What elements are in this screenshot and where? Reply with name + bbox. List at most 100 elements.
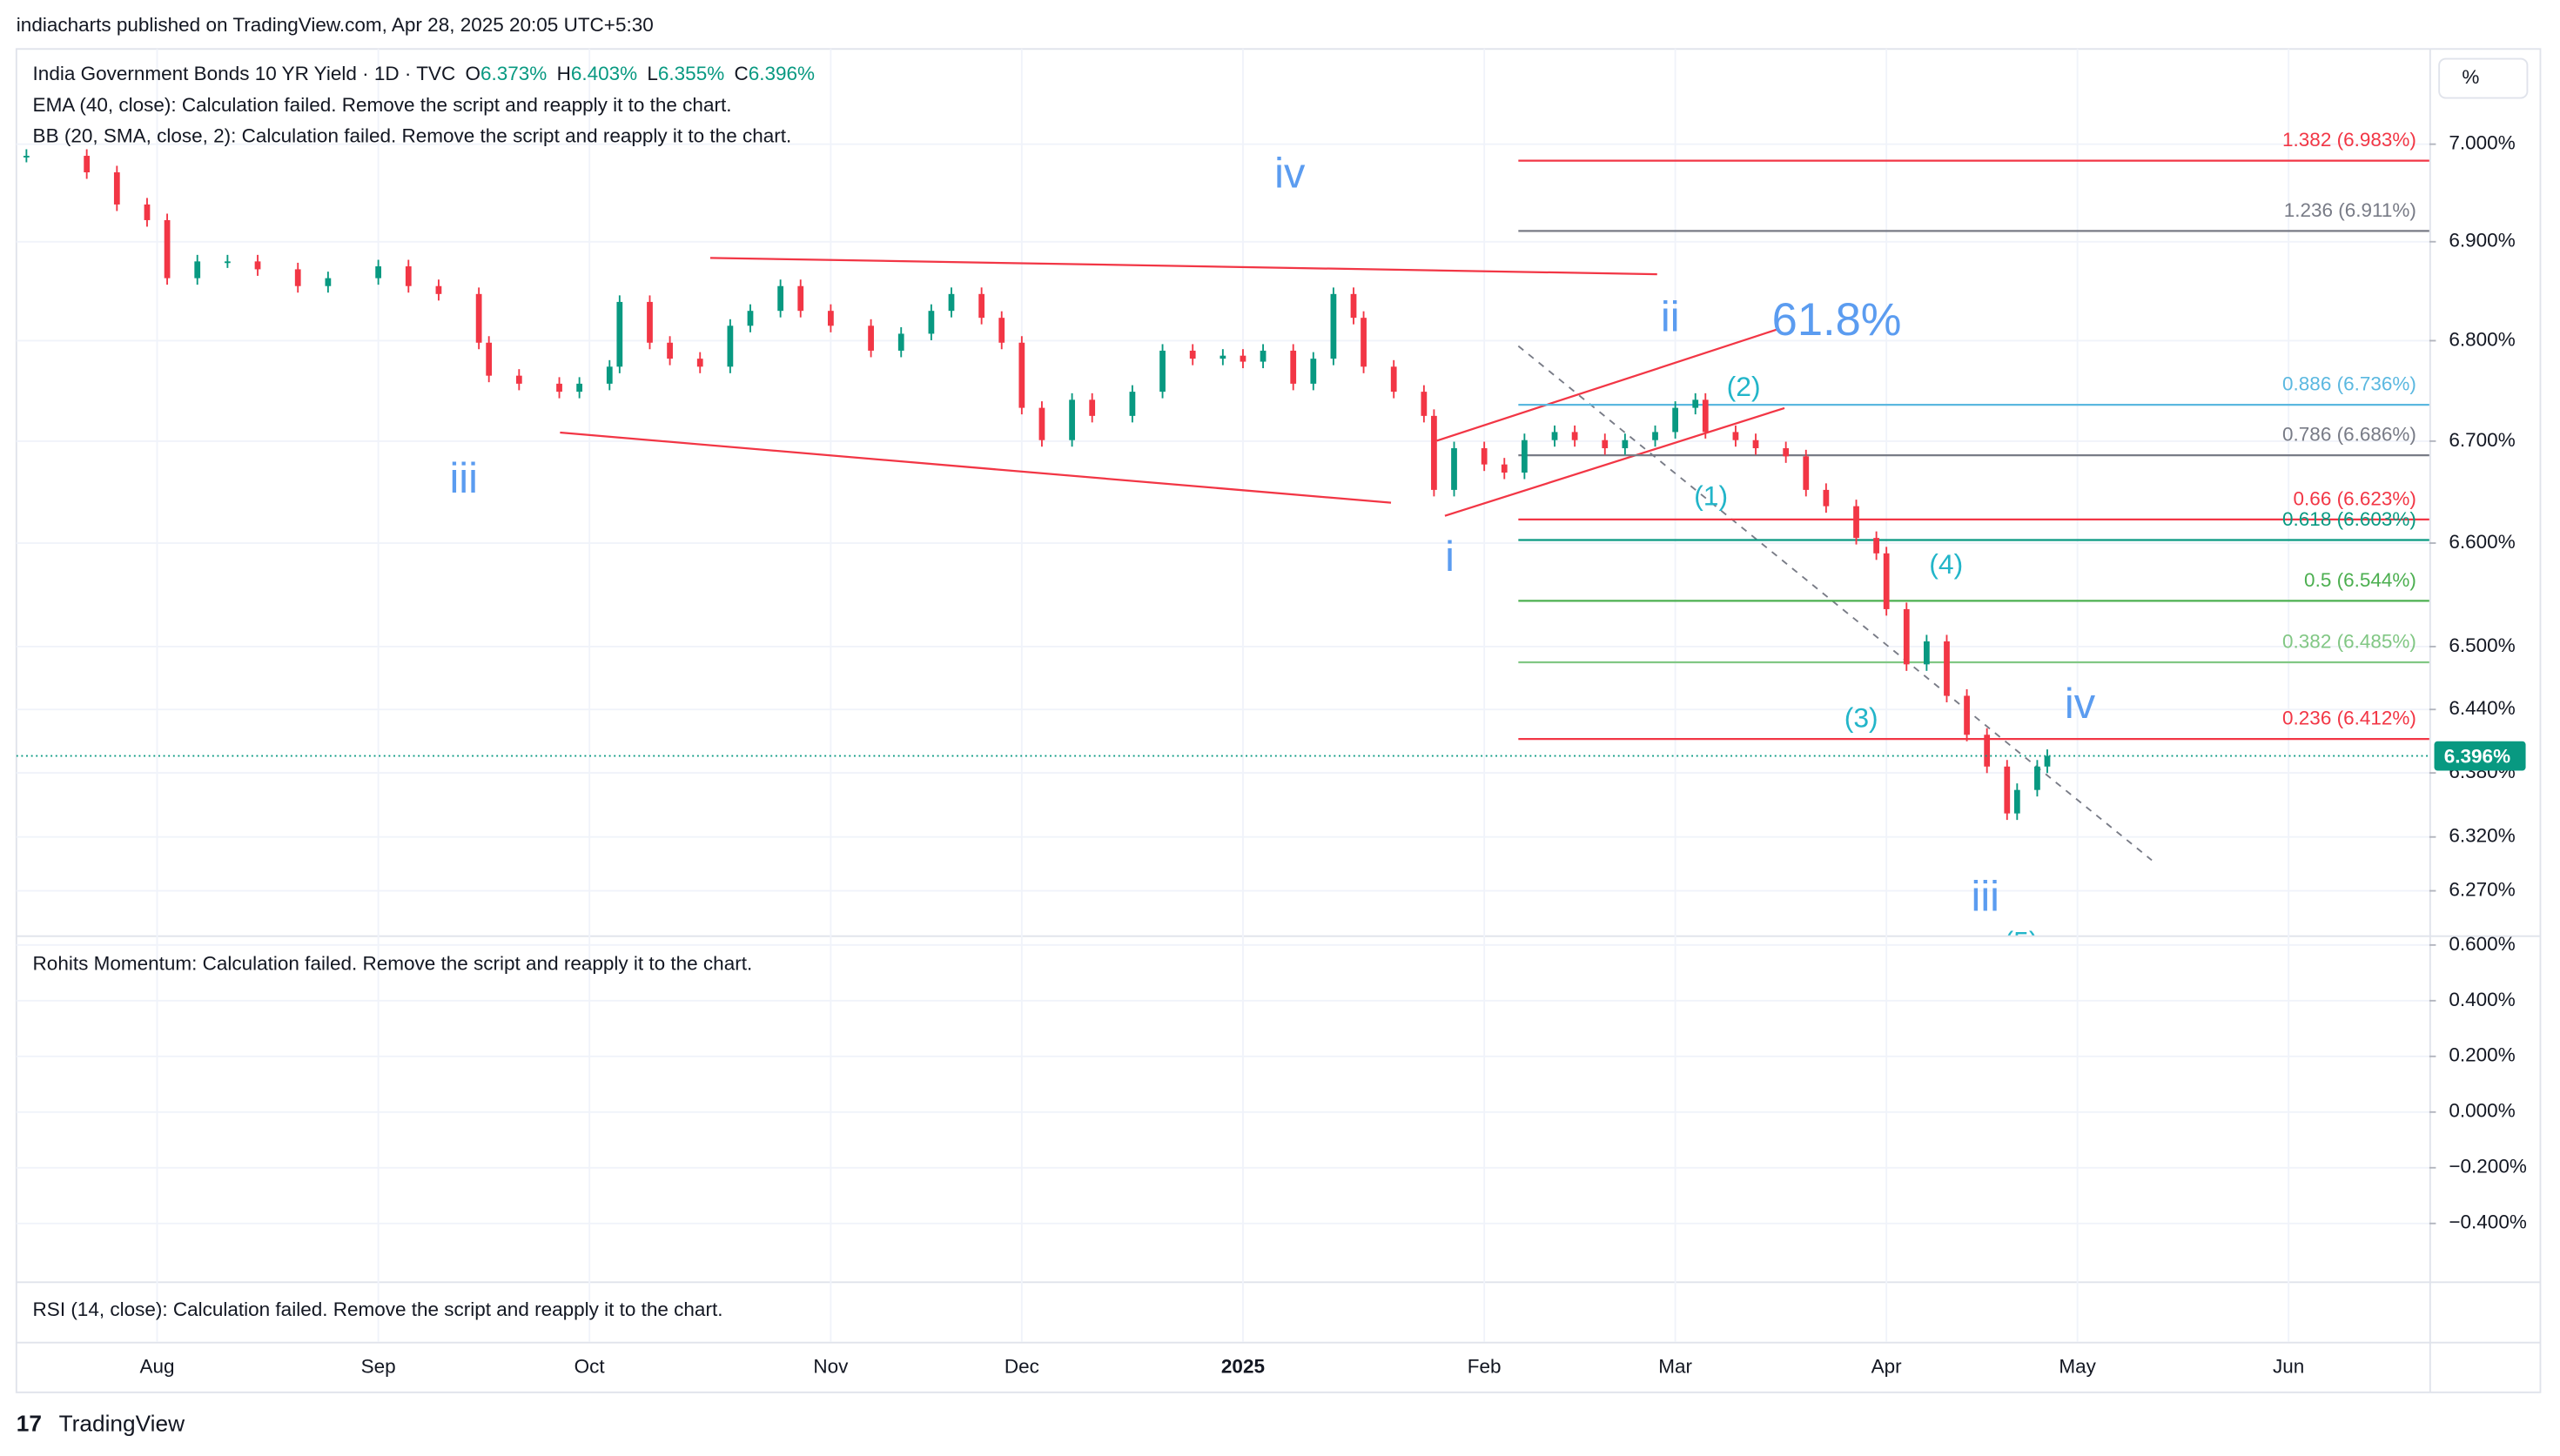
candle [1853,506,1859,539]
fib-label: 1.236 (6.911%) [2284,199,2416,221]
x-tick-label: Nov [813,1356,849,1378]
x-tick-label: Apr [1871,1356,1903,1378]
candle [1018,342,1025,408]
y-tick-label: −0.200% [2449,1156,2526,1178]
fib-label: 0.5 (6.544%) [2304,569,2416,591]
wave-label: iii [449,455,478,502]
ohlc-name: L [647,63,658,84]
candle [1964,695,1970,735]
retracement-label: 61.8% [1772,294,1902,346]
candle [727,325,734,367]
fib-label: 0.66 (6.623%) [2294,487,2416,509]
candle [1189,350,1196,359]
candle [515,375,522,384]
wave-label: (1) [1694,480,1728,511]
pane-title: Rohits Momentum: Calculation failed. Rem… [33,952,753,974]
x-tick-label: 2025 [1221,1356,1265,1378]
wave-label: (4) [1929,548,1963,580]
ohlc-value: 6.355% [658,63,724,84]
ohlc-value: 6.373% [480,63,547,84]
last-price-label: 6.396% [2444,745,2510,767]
trendline [560,431,1392,504]
x-tick-label: May [2059,1356,2096,1378]
y-tick-label: 6.800% [2449,328,2515,350]
unit-button[interactable] [2438,57,2529,99]
candle [23,156,30,158]
logo: 17 TradingView [17,1410,185,1436]
wave-label: i [1445,533,1455,580]
candle [1038,407,1045,440]
candle [1451,448,1457,490]
unit-label[interactable]: % [2462,66,2479,88]
candle [294,269,301,286]
fib-label: 0.618 (6.603%) [2282,508,2416,530]
candle [1803,456,1810,490]
candle [1984,735,1991,767]
candle [1481,448,1488,465]
candle [194,261,201,278]
candle [978,293,985,319]
y-tick-label: 6.440% [2449,697,2515,719]
wave-label: ii [1661,293,1680,340]
candle [1361,318,1367,367]
candle [828,311,834,326]
indicator-status: BB (20, SMA, close, 2): Calculation fail… [33,124,792,146]
fib-label: 1.382 (6.983%) [2282,129,2416,151]
x-tick-label: Aug [139,1356,174,1378]
candle [435,285,442,294]
fib-levels: 1.382 (6.983%) 1.236 (6.911%) 0.886 (6.736… [1518,129,2429,741]
candle [696,359,703,367]
candle [868,325,874,351]
candle [1944,641,1950,696]
wave-label: (2) [1727,371,1761,402]
candle [1290,350,1297,384]
x-tick-label: Sep [361,1356,396,1378]
candle [486,342,493,376]
legend: India Government Bonds 10 YR Yield · 1D … [33,63,815,146]
ohlc-name: C [734,63,748,84]
candle [777,285,784,312]
ohlc: O 6.373% H 6.403% L 6.355% C 6.396% [465,63,815,84]
ohlc-name: O [465,63,480,84]
frame [15,48,2542,1393]
ohlc-name: H [557,63,571,84]
grid [16,49,2429,1342]
candle [1159,350,1166,393]
candle [1089,399,1096,416]
candle [1823,489,1830,507]
candle [164,219,171,278]
y-tick-label: 6.600% [2449,531,2515,553]
wave-label: iv [1274,150,1306,197]
y-tick-label: 6.500% [2449,634,2515,656]
candle [897,333,904,351]
wave-label: iii [1971,873,1999,920]
candle [606,366,613,384]
candle [1702,399,1709,433]
candle [2034,766,2040,790]
fib-label: 0.886 (6.736%) [2282,373,2416,395]
candle [1652,432,1658,440]
wave-label: iv [2065,681,2096,728]
candle [797,285,804,312]
y-tick-label: 6.700% [2449,429,2515,451]
candle [254,261,261,270]
candle [2044,755,2051,767]
candle [616,301,623,367]
candle [1129,392,1136,416]
candle [1310,359,1317,384]
candle [1783,448,1790,457]
trendline [709,257,1657,276]
candles [23,149,2051,821]
logo-text: TradingView [59,1410,185,1436]
candle [948,293,955,312]
candle [1752,439,1759,449]
wave-label: (3) [1844,702,1878,734]
candle [1330,293,1337,359]
candle [1903,608,1910,665]
candle [1551,432,1558,440]
candle [1692,399,1699,408]
candle [1069,399,1075,440]
candle [1622,439,1629,449]
candle [1732,432,1739,440]
main-pane: 1.382 (6.983%) 1.236 (6.911%) 0.886 (6.736… [16,129,2429,936]
